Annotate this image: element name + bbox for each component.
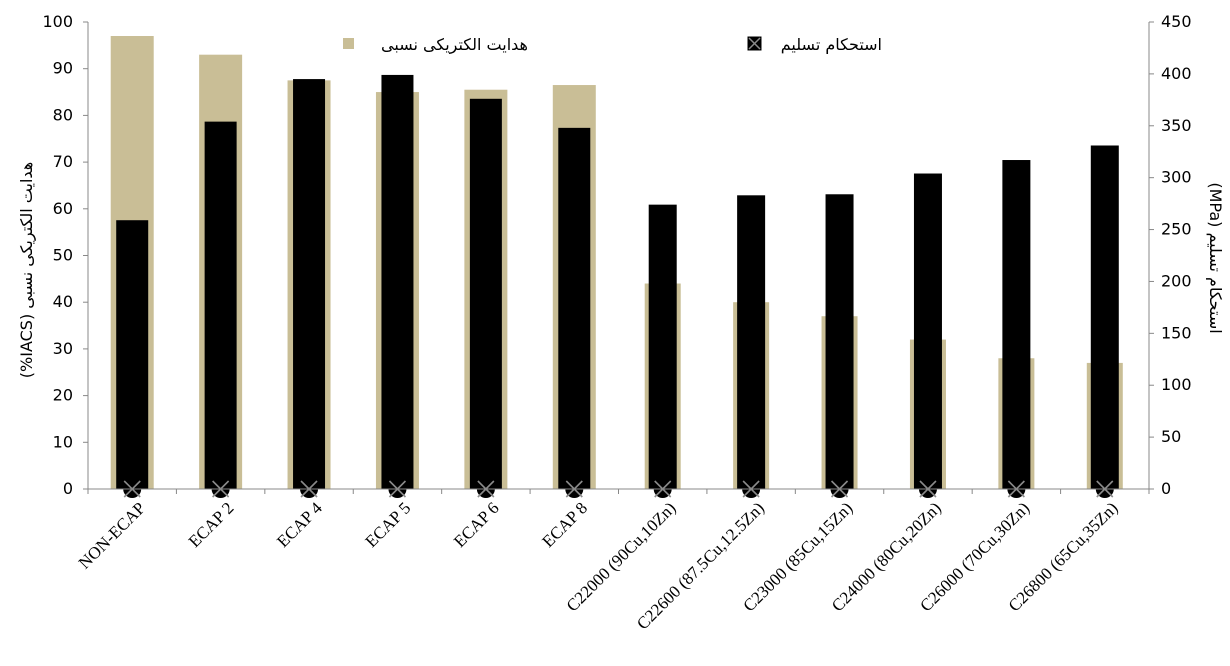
bar-yield-strength — [737, 195, 766, 489]
bar-yield-strength — [293, 79, 326, 490]
bar-yield-strength — [204, 121, 237, 490]
bar-yield-strength — [913, 173, 942, 489]
bar-yield-strength — [1090, 145, 1119, 490]
x-tick-label: ECAP 4 — [273, 498, 326, 551]
legend: هدایت الکتریکی نسبی استحکام تسلیم — [343, 35, 882, 55]
left-tick-label: 90 — [53, 59, 73, 78]
x-tick-label: ECAP 6 — [450, 498, 503, 551]
legend-swatch-conductivity — [343, 38, 354, 49]
legend-label-yield-strength: استحکام تسلیم — [781, 35, 882, 54]
right-tick-label: 250 — [1161, 220, 1192, 239]
left-tick-label: 100 — [42, 12, 73, 31]
x-tick-label: ECAP 5 — [362, 498, 415, 551]
left-tick-label: 30 — [53, 339, 73, 358]
left-y-axis-title: هدایت الکتریکی نسبی (IACS%) — [17, 162, 37, 378]
bar-yield-strength — [648, 204, 677, 489]
bar-yield-strength — [469, 98, 502, 489]
right-y-ticks: 0 50 100 150 200 250 300 350 400 450 — [1149, 12, 1192, 498]
bar-yield-strength — [381, 74, 414, 489]
bar-yield-strength — [116, 220, 149, 489]
right-tick-label: 350 — [1161, 116, 1192, 135]
right-tick-label: 150 — [1161, 323, 1192, 342]
bar-yield-strength — [558, 127, 591, 489]
right-y-axis-title: استحکام تسلیم (MPa) — [1206, 182, 1225, 333]
left-tick-label: 10 — [53, 432, 73, 451]
right-tick-label: 100 — [1161, 375, 1192, 394]
right-tick-label: 50 — [1161, 427, 1181, 446]
right-tick-label: 450 — [1161, 12, 1192, 31]
left-tick-label: 50 — [53, 246, 73, 265]
x-tick-label: NON-ECAP — [75, 498, 149, 572]
x-tick-label: ECAP 8 — [538, 498, 591, 551]
left-y-ticks: 0 10 20 30 40 50 60 70 80 90 100 — [42, 12, 88, 498]
left-tick-label: 40 — [53, 292, 73, 311]
right-tick-label: 200 — [1161, 271, 1192, 290]
left-tick-label: 70 — [53, 152, 73, 171]
right-tick-label: 400 — [1161, 64, 1192, 83]
right-tick-label: 300 — [1161, 168, 1192, 187]
x-ticks: NON-ECAP ECAP 2 ECAP 4 ECAP 5 ECAP 6 ECAP 8C2… — [75, 489, 1150, 633]
left-tick-label: 20 — [53, 386, 73, 405]
bar-yield-strength — [1002, 160, 1031, 489]
right-tick-label: 0 — [1161, 479, 1171, 498]
legend-swatch-yield-strength — [747, 36, 762, 51]
left-tick-label: 80 — [53, 105, 73, 124]
yield-strength-bars — [116, 74, 1119, 490]
conductivity-bars — [110, 36, 1123, 490]
bar-yield-strength — [825, 194, 854, 489]
legend-label-conductivity: هدایت الکتریکی نسبی — [381, 35, 528, 55]
left-tick-label: 0 — [63, 479, 73, 498]
left-tick-label: 60 — [53, 199, 73, 218]
x-tick-label: ECAP 2 — [185, 498, 238, 551]
